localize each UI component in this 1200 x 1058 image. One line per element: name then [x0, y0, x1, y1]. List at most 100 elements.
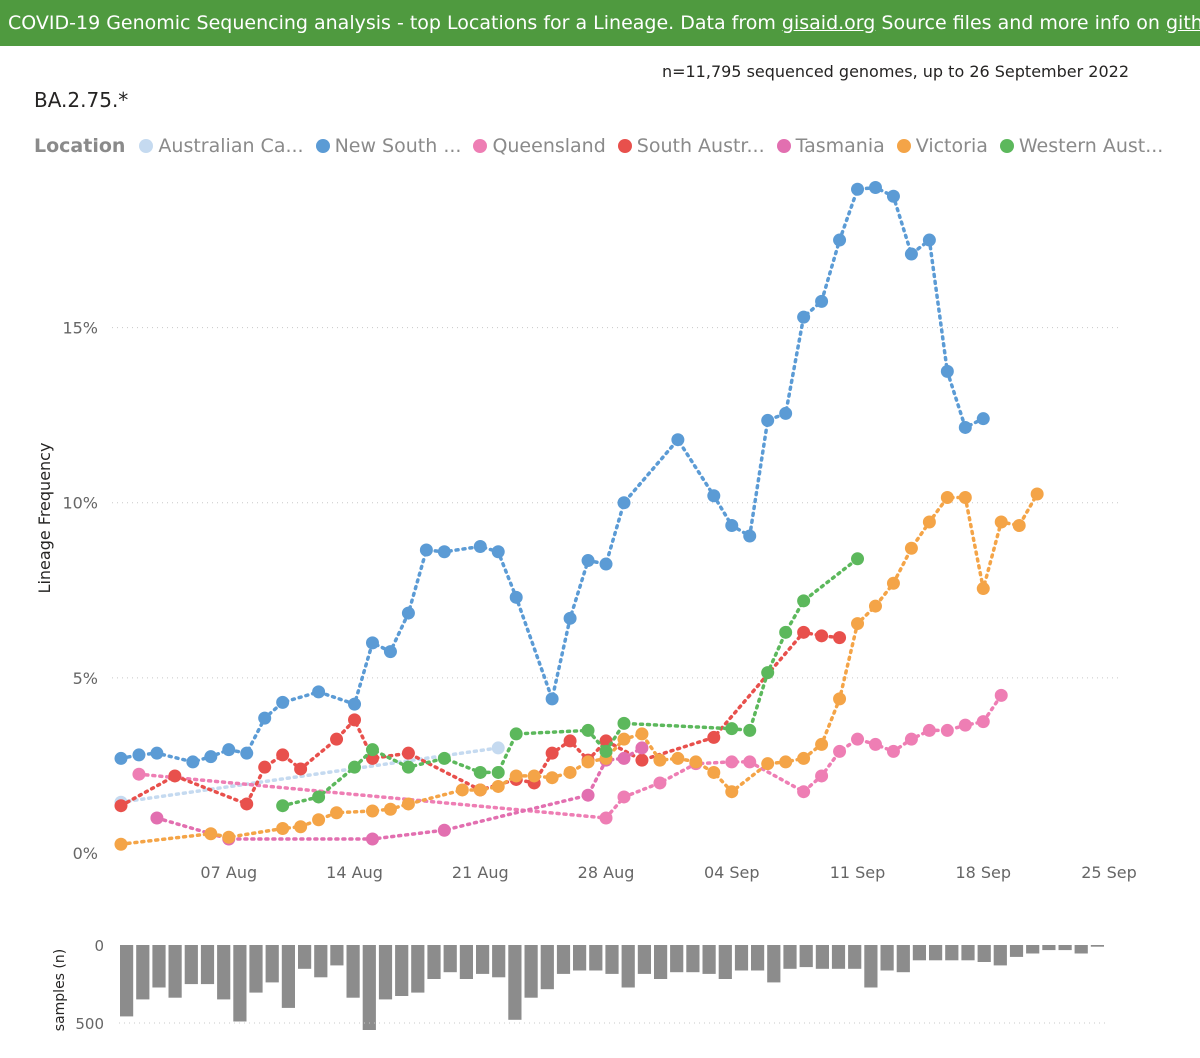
data-point[interactable]	[114, 751, 128, 765]
samples-bar[interactable]	[556, 945, 571, 974]
samples-bar[interactable]	[443, 945, 457, 973]
data-point[interactable]	[437, 751, 451, 765]
samples-bar[interactable]	[993, 945, 1007, 966]
data-point[interactable]	[276, 748, 290, 762]
data-point[interactable]	[940, 490, 954, 504]
data-point[interactable]	[1012, 519, 1026, 533]
data-point[interactable]	[958, 490, 972, 504]
github-link[interactable]: github	[1166, 12, 1200, 34]
data-point[interactable]	[563, 734, 577, 748]
data-point[interactable]	[886, 576, 900, 590]
data-point[interactable]	[132, 748, 146, 762]
data-point[interactable]	[401, 797, 415, 811]
data-point[interactable]	[653, 776, 667, 790]
samples-bar[interactable]	[508, 945, 522, 1020]
data-point[interactable]	[581, 723, 595, 737]
samples-bar[interactable]	[524, 945, 538, 998]
samples-bar[interactable]	[718, 945, 732, 979]
data-point[interactable]	[886, 744, 900, 758]
samples-bar[interactable]	[977, 945, 991, 962]
data-point[interactable]	[114, 799, 128, 813]
data-point[interactable]	[581, 788, 595, 802]
data-point[interactable]	[348, 760, 362, 774]
samples-bar[interactable]	[654, 945, 668, 979]
samples-bar[interactable]	[265, 945, 279, 983]
samples-bar[interactable]	[945, 945, 959, 961]
data-point[interactable]	[779, 625, 793, 639]
data-point[interactable]	[725, 755, 739, 769]
data-point[interactable]	[509, 727, 523, 741]
data-point[interactable]	[940, 723, 954, 737]
data-point[interactable]	[743, 755, 757, 769]
samples-bar[interactable]	[330, 945, 344, 966]
samples-bar[interactable]	[621, 945, 635, 988]
samples-bar[interactable]	[1058, 945, 1072, 951]
data-point[interactable]	[348, 697, 362, 711]
data-point[interactable]	[904, 732, 918, 746]
data-point[interactable]	[599, 744, 613, 758]
data-point[interactable]	[365, 804, 379, 818]
data-point[interactable]	[204, 750, 218, 764]
samples-bar[interactable]	[896, 945, 910, 973]
data-point[interactable]	[635, 727, 649, 741]
samples-bar[interactable]	[589, 945, 603, 971]
data-point[interactable]	[994, 515, 1008, 529]
data-point[interactable]	[581, 755, 595, 769]
data-point[interactable]	[258, 711, 272, 725]
data-point[interactable]	[707, 765, 721, 779]
samples-bar[interactable]	[217, 945, 231, 1000]
samples-bar[interactable]	[476, 945, 490, 974]
data-point[interactable]	[168, 769, 182, 783]
data-point[interactable]	[833, 631, 847, 645]
data-point[interactable]	[797, 594, 811, 608]
samples-bar[interactable]	[1074, 945, 1088, 954]
data-point[interactable]	[815, 294, 829, 308]
data-point[interactable]	[671, 751, 685, 765]
data-point[interactable]	[437, 545, 451, 559]
gisaid-link[interactable]: gisaid.org	[781, 12, 876, 34]
data-point[interactable]	[815, 737, 829, 751]
data-point[interactable]	[204, 827, 218, 841]
samples-bar[interactable]	[492, 945, 506, 978]
data-point[interactable]	[491, 545, 505, 559]
samples-bar[interactable]	[605, 945, 619, 974]
data-point[interactable]	[1030, 487, 1044, 501]
samples-bar[interactable]	[929, 945, 943, 961]
samples-bar[interactable]	[961, 945, 975, 961]
samples-bar[interactable]	[848, 945, 862, 969]
samples-bar[interactable]	[411, 945, 425, 993]
samples-bar[interactable]	[346, 945, 360, 998]
samples-bar[interactable]	[1042, 945, 1056, 951]
data-point[interactable]	[671, 433, 685, 447]
data-point[interactable]	[545, 746, 559, 760]
data-point[interactable]	[833, 233, 847, 247]
samples-bar[interactable]	[362, 945, 376, 1030]
data-point[interactable]	[940, 364, 954, 378]
data-point[interactable]	[779, 755, 793, 769]
samples-bar[interactable]	[637, 945, 651, 974]
data-point[interactable]	[958, 420, 972, 434]
data-point[interactable]	[868, 737, 882, 751]
data-point[interactable]	[779, 406, 793, 420]
data-point[interactable]	[312, 790, 326, 804]
data-point[interactable]	[383, 802, 397, 816]
data-point[interactable]	[617, 496, 631, 510]
data-point[interactable]	[761, 666, 775, 680]
data-point[interactable]	[797, 310, 811, 324]
samples-bar[interactable]	[378, 945, 393, 1000]
data-point[interactable]	[922, 515, 936, 529]
samples-bar[interactable]	[734, 945, 749, 971]
data-point[interactable]	[312, 813, 326, 827]
data-point[interactable]	[976, 582, 990, 596]
samples-bar[interactable]	[427, 945, 441, 979]
data-point[interactable]	[581, 554, 595, 568]
data-point[interactable]	[886, 189, 900, 203]
data-point[interactable]	[365, 636, 379, 650]
samples-bar[interactable]	[459, 945, 473, 979]
data-point[interactable]	[725, 785, 739, 799]
data-point[interactable]	[258, 760, 272, 774]
samples-bar[interactable]	[200, 945, 215, 985]
samples-bar[interactable]	[573, 945, 587, 971]
samples-bar[interactable]	[540, 945, 554, 990]
legend-item-new-south-wales[interactable]: New South ...	[315, 135, 461, 157]
